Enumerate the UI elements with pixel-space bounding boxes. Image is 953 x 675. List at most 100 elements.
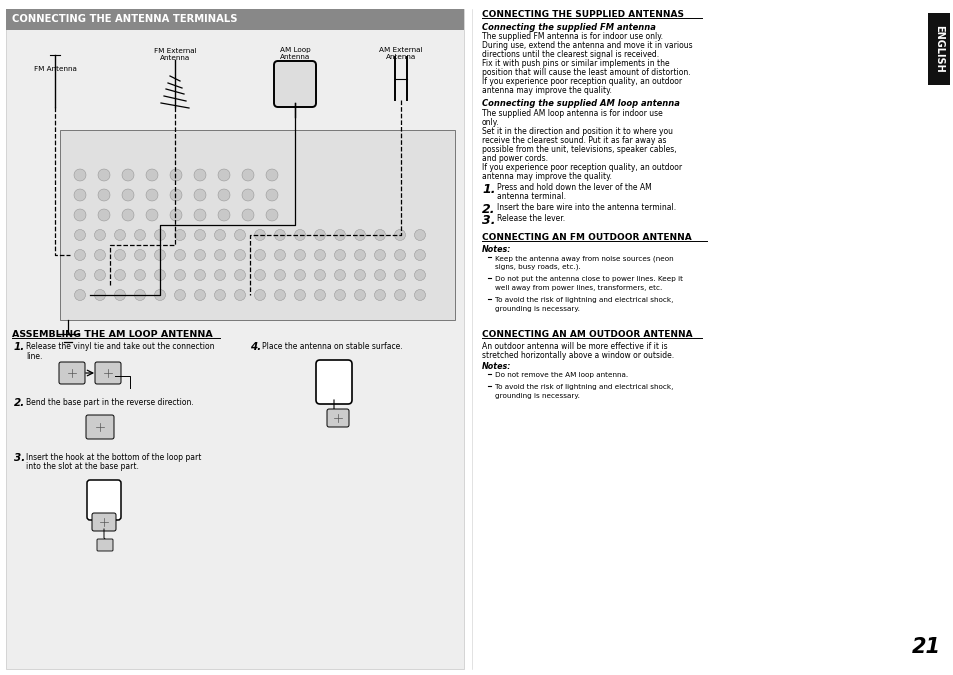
Circle shape [395,250,405,261]
Circle shape [74,230,86,240]
Text: 3.: 3. [481,214,495,227]
Circle shape [154,290,165,300]
Circle shape [395,230,405,240]
Circle shape [134,230,146,240]
Text: Insert the hook at the bottom of the loop part: Insert the hook at the bottom of the loo… [26,453,201,462]
Circle shape [274,290,285,300]
Circle shape [193,169,206,181]
Circle shape [254,250,265,261]
Text: Fix it with push pins or similar implements in the: Fix it with push pins or similar impleme… [481,59,669,68]
Circle shape [214,250,225,261]
Circle shape [214,230,225,240]
Text: CONNECTING AN AM OUTDOOR ANTENNA: CONNECTING AN AM OUTDOOR ANTENNA [481,330,692,339]
Circle shape [194,290,205,300]
Text: To avoid the risk of lightning and electrical shock,: To avoid the risk of lightning and elect… [495,384,673,390]
Text: AM Loop
Antenna: AM Loop Antenna [279,47,310,60]
Text: Press and hold down the lever of the AM: Press and hold down the lever of the AM [497,183,651,192]
Circle shape [98,169,110,181]
Circle shape [242,209,253,221]
Text: position that will cause the least amount of distortion.: position that will cause the least amoun… [481,68,690,77]
Text: To avoid the risk of lightning and electrical shock,: To avoid the risk of lightning and elect… [495,297,673,303]
Circle shape [194,250,205,261]
FancyBboxPatch shape [59,362,85,384]
FancyBboxPatch shape [95,362,121,384]
Circle shape [294,250,305,261]
Text: Notes:: Notes: [481,245,511,254]
Text: CONNECTING THE SUPPLIED ANTENNAS: CONNECTING THE SUPPLIED ANTENNAS [481,10,683,19]
Text: ASSEMBLING THE AM LOOP ANTENNA: ASSEMBLING THE AM LOOP ANTENNA [12,330,213,339]
Circle shape [234,230,245,240]
Text: The supplied FM antenna is for indoor use only.: The supplied FM antenna is for indoor us… [481,32,662,41]
Circle shape [170,169,182,181]
Circle shape [266,209,277,221]
Circle shape [335,269,345,281]
Circle shape [218,169,230,181]
Text: If you experience poor reception quality, an outdoor: If you experience poor reception quality… [481,163,681,172]
Circle shape [74,269,86,281]
Circle shape [254,230,265,240]
Text: Release the vinyl tie and take out the connection: Release the vinyl tie and take out the c… [26,342,214,351]
Text: 2.: 2. [14,398,25,408]
Circle shape [314,290,325,300]
Text: Release the lever.: Release the lever. [497,214,564,223]
FancyBboxPatch shape [274,61,315,107]
Text: An outdoor antenna will be more effective if it is: An outdoor antenna will be more effectiv… [481,342,667,351]
Circle shape [74,189,86,201]
Bar [60,130,455,320]
Circle shape [242,189,253,201]
Circle shape [234,250,245,261]
Circle shape [375,230,385,240]
Circle shape [294,230,305,240]
Circle shape [174,290,185,300]
Text: and power cords.: and power cords. [481,154,547,163]
Circle shape [154,250,165,261]
Circle shape [154,269,165,281]
Circle shape [335,250,345,261]
FancyBboxPatch shape [91,513,116,531]
Text: antenna may improve the quality.: antenna may improve the quality. [481,172,611,181]
Circle shape [266,169,277,181]
Circle shape [254,290,265,300]
Text: Insert the bare wire into the antenna terminal.: Insert the bare wire into the antenna te… [497,203,676,212]
FancyBboxPatch shape [327,409,349,427]
Circle shape [94,250,106,261]
Text: The supplied AM loop antenna is for indoor use: The supplied AM loop antenna is for indo… [481,109,662,118]
Text: possible from the unit, televisions, speaker cables,: possible from the unit, televisions, spe… [481,145,676,154]
Circle shape [314,269,325,281]
Circle shape [193,189,206,201]
Circle shape [74,290,86,300]
Text: line.: line. [26,352,42,361]
Text: Keep the antenna away from noise sources (neon: Keep the antenna away from noise sources… [495,255,673,261]
Circle shape [414,230,425,240]
Text: Connecting the supplied AM loop antenna: Connecting the supplied AM loop antenna [481,99,679,108]
Text: receive the clearest sound. Put it as far away as: receive the clearest sound. Put it as fa… [481,136,666,145]
Circle shape [375,250,385,261]
Circle shape [194,269,205,281]
Circle shape [98,209,110,221]
Circle shape [274,230,285,240]
Circle shape [146,169,158,181]
Circle shape [414,269,425,281]
FancyBboxPatch shape [87,480,121,520]
Text: AM External
Antenna: AM External Antenna [379,47,422,60]
Circle shape [134,269,146,281]
Circle shape [94,269,106,281]
Text: 2.: 2. [481,203,495,216]
Circle shape [146,189,158,201]
Circle shape [74,209,86,221]
Text: 3.: 3. [14,453,25,463]
Circle shape [154,230,165,240]
Circle shape [355,290,365,300]
Circle shape [414,250,425,261]
Text: directions until the clearest signal is received.: directions until the clearest signal is … [481,50,659,59]
Text: 1.: 1. [14,342,25,352]
Circle shape [170,189,182,201]
Text: CONNECTING AN FM OUTDOOR ANTENNA: CONNECTING AN FM OUTDOOR ANTENNA [481,233,691,242]
Circle shape [122,209,133,221]
Circle shape [114,250,126,261]
Text: signs, busy roads, etc.).: signs, busy roads, etc.). [495,264,580,271]
Circle shape [94,290,106,300]
Text: Set it in the direction and position it to where you: Set it in the direction and position it … [481,127,672,136]
Circle shape [174,269,185,281]
Circle shape [375,269,385,281]
